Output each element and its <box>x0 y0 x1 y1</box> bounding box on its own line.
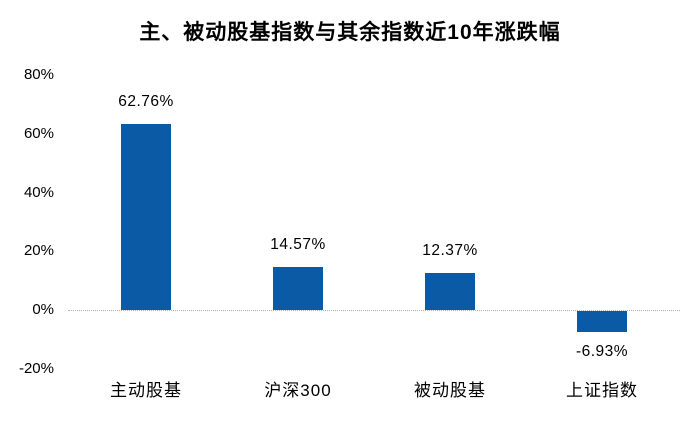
category-label: 被动股基 <box>414 381 486 400</box>
zero-axis-line <box>68 310 680 311</box>
category-label: 沪深300 <box>264 381 332 400</box>
bar-value-label: 14.57% <box>270 235 326 253</box>
y-axis-tick-label: 60% <box>23 125 54 142</box>
y-axis-tick-label: 0% <box>32 301 54 318</box>
bar-group-csi300: 14.57% 沪深300 <box>223 0 373 421</box>
bar <box>577 311 627 332</box>
y-axis-tick-label: 20% <box>23 242 54 259</box>
bar-value-label: 62.76% <box>118 92 174 110</box>
bar-group-shanghai-index: -6.93% 上证指数 <box>527 0 677 421</box>
chart-title: 主、被动股基指数与其余指数近10年涨跌幅 <box>139 21 561 44</box>
bar-group-active-funds: 62.76% 主动股基 <box>71 0 221 421</box>
bar <box>273 266 323 310</box>
bar <box>425 273 475 310</box>
y-axis-tick-label: 40% <box>23 184 54 201</box>
y-axis-tick-label: 80% <box>23 66 54 83</box>
y-axis-tick-label: -20% <box>18 360 54 377</box>
category-label: 上证指数 <box>566 381 638 400</box>
bar-value-label: -6.93% <box>575 342 629 360</box>
category-label: 主动股基 <box>110 381 182 400</box>
bar <box>121 123 171 310</box>
bar-value-label: 12.37% <box>422 242 478 260</box>
bar-group-passive-funds: 12.37% 被动股基 <box>375 0 525 421</box>
